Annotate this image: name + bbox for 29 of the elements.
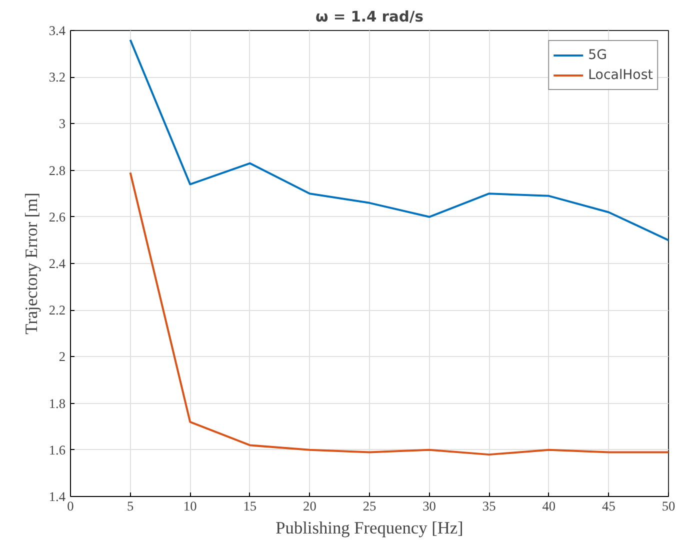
x-tick-label: 50 xyxy=(662,498,676,514)
x-tick-label: 30 xyxy=(422,498,436,514)
legend-label: 5G xyxy=(588,48,608,62)
chart-title: ω = 1.4 rad/s xyxy=(316,8,424,26)
y-tick-label: 2 xyxy=(58,349,66,364)
legend-label: LocalHost xyxy=(588,68,653,82)
x-tick-label: 45 xyxy=(602,498,616,514)
x-tick-label: 5 xyxy=(126,498,134,514)
y-tick-label: 1.4 xyxy=(48,489,66,504)
x-tick-label: 15 xyxy=(243,498,257,514)
y-tick-label: 2.4 xyxy=(48,256,66,271)
y-tick-label: 1.6 xyxy=(48,442,66,458)
y-tick-label: 2.8 xyxy=(48,162,66,178)
y-tick-label: 3.2 xyxy=(48,70,66,85)
line-series xyxy=(129,172,668,456)
x-tick-label: 35 xyxy=(482,498,496,514)
x-axis-title: Publishing Frequency [Hz] xyxy=(276,518,464,538)
y-tick-label: 1.8 xyxy=(48,396,66,411)
y-tick-label: 3 xyxy=(58,116,66,132)
x-tick-label: 25 xyxy=(362,498,376,514)
y-tick-label: 2.2 xyxy=(48,302,66,318)
x-tick-label: 10 xyxy=(183,498,198,514)
y-axis-title: Trajectory Error [m] xyxy=(22,192,41,334)
x-tick-label: 20 xyxy=(303,498,317,514)
y-tick-label: 3.4 xyxy=(48,23,66,38)
x-tick-label: 0 xyxy=(67,498,74,514)
line-series xyxy=(129,38,668,242)
x-tick-label: 40 xyxy=(542,498,556,514)
y-tick-label: 2.6 xyxy=(48,209,66,224)
